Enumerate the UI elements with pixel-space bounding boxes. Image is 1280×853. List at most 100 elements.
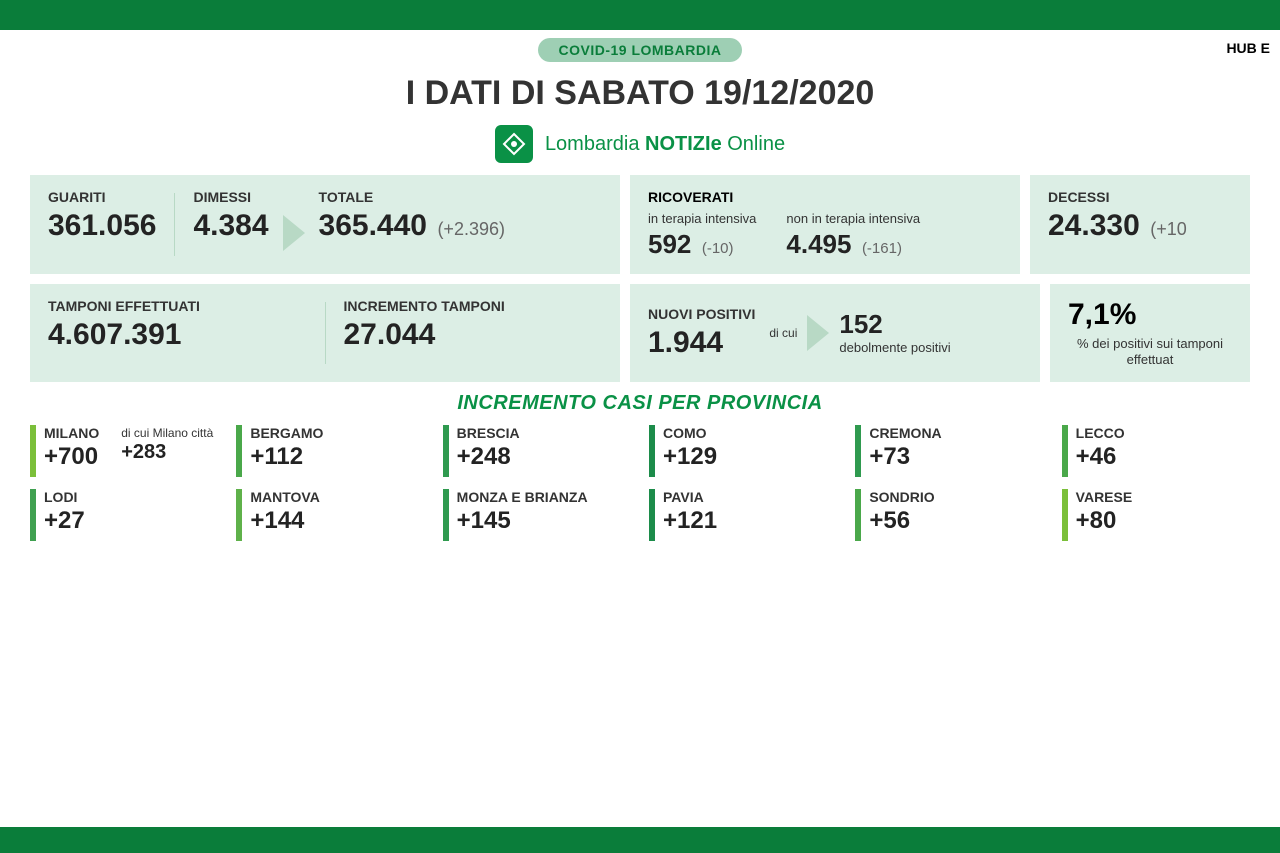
province-name: LECCO [1076, 425, 1125, 441]
dicui-label: di cui [769, 326, 797, 340]
dimessi-value: 4.384 [193, 209, 268, 242]
province-item: COMO +129 [649, 425, 837, 477]
logo-text-1: Lombardia [545, 133, 640, 155]
province-name: VARESE [1076, 489, 1133, 505]
province-name: MONZA E BRIANZA [457, 489, 588, 505]
province-name: CREMONA [869, 425, 941, 441]
arrow-icon [283, 215, 305, 251]
province-value: +129 [663, 443, 717, 471]
province-color-bar [443, 489, 449, 541]
province-item: MILANO +700 di cui Milano città+283 [30, 425, 218, 477]
province-sub-label: di cui Milano città [121, 427, 213, 441]
page-title: I DATI DI SABATO 19/12/2020 [0, 74, 1280, 113]
province-color-bar [1062, 425, 1068, 477]
province-color-bar [236, 489, 242, 541]
debol-value: 152 [839, 309, 950, 340]
province-name: LODI [44, 489, 85, 505]
ti-label: in terapia intensiva [648, 211, 756, 227]
logo-text-2: NOTIZIe [645, 133, 722, 155]
noti-delta: (-161) [862, 240, 902, 257]
decessi-label: DECESSI [1048, 189, 1187, 205]
province-color-bar [30, 425, 36, 477]
province-value: +144 [250, 507, 319, 535]
logo-row: Lombardia NOTIZIe Online [0, 125, 1280, 163]
guariti-value: 361.056 [48, 209, 156, 242]
province-name: BRESCIA [457, 425, 520, 441]
percent-value: 7,1% [1068, 298, 1136, 332]
province-color-bar [30, 489, 36, 541]
card-ricoverati: RICOVERATI in terapia intensiva 592 (-10… [630, 175, 1020, 274]
province-item: MANTOVA +144 [236, 489, 424, 541]
debol-label: debolmente positivi [839, 340, 950, 356]
card-recovered: GUARITI 361.056 DIMESSI 4.384 TOTALE 365… [30, 175, 620, 274]
bottom-bar [0, 827, 1280, 853]
region-badge: COVID-19 LOMBARDIA [538, 38, 741, 62]
province-color-bar [649, 489, 655, 541]
province-title: INCREMENTO CASI PER PROVINCIA [30, 392, 1250, 415]
province-value: +80 [1076, 507, 1133, 535]
province-name: COMO [663, 425, 717, 441]
percent-label: % dei positivi sui tamponi effettuat [1068, 336, 1232, 369]
province-item: MONZA E BRIANZA +145 [443, 489, 631, 541]
tamponi-label: TAMPONI EFFETTUATI [48, 298, 307, 314]
tamponi-value: 4.607.391 [48, 318, 307, 351]
header-section: HUB E COVID-19 LOMBARDIA I DATI DI SABAT… [0, 30, 1280, 175]
province-item: LODI +27 [30, 489, 218, 541]
province-value: +112 [250, 443, 323, 471]
province-value: +121 [663, 507, 717, 535]
province-name: SONDRIO [869, 489, 934, 505]
incremento-label: INCREMENTO TAMPONI [344, 298, 603, 314]
province-color-bar [855, 489, 861, 541]
province-name: MANTOVA [250, 489, 319, 505]
province-value: +46 [1076, 443, 1125, 471]
province-value: +700 [44, 443, 99, 471]
province-item: VARESE +80 [1062, 489, 1250, 541]
arrow-icon-2 [807, 315, 829, 351]
incremento-value: 27.044 [344, 318, 603, 351]
lombardia-logo-icon [495, 125, 533, 163]
logo-text: Lombardia NOTIZIe Online [545, 133, 785, 156]
ricoverati-header: RICOVERATI [648, 189, 1002, 205]
totale-delta: (+2.396) [437, 219, 505, 239]
province-value: +73 [869, 443, 941, 471]
totale-value: 365.440 [319, 209, 427, 242]
province-grid: MILANO +700 di cui Milano città+283 BERGAMO… [30, 425, 1250, 541]
province-color-bar [649, 425, 655, 477]
province-name: BERGAMO [250, 425, 323, 441]
dimessi-label: DIMESSI [193, 189, 268, 205]
province-item: BERGAMO +112 [236, 425, 424, 477]
province-value: +248 [457, 443, 520, 471]
province-color-bar [443, 425, 449, 477]
nuovi-value: 1.944 [648, 326, 755, 359]
ti-value: 592 [648, 229, 691, 259]
totale-label: TOTALE [319, 189, 505, 205]
decessi-value: 24.330 [1048, 209, 1140, 242]
card-decessi: DECESSI 24.330 (+10 [1030, 175, 1250, 274]
decessi-delta: (+10 [1150, 219, 1187, 239]
guariti-label: GUARITI [48, 189, 156, 205]
stats-row-2: TAMPONI EFFETTUATI 4.607.391 INCREMENTO … [30, 284, 1250, 383]
stats-row-1: GUARITI 361.056 DIMESSI 4.384 TOTALE 365… [30, 175, 1250, 274]
province-item: BRESCIA +248 [443, 425, 631, 477]
province-color-bar [1062, 489, 1068, 541]
card-nuovi: NUOVI POSITIVI 1.944 di cui 152 debolmen… [630, 284, 1040, 383]
noti-label: non in terapia intensiva [786, 211, 920, 227]
province-sub-value: +283 [121, 441, 213, 464]
ti-delta: (-10) [702, 240, 734, 257]
stats-grid: GUARITI 361.056 DIMESSI 4.384 TOTALE 365… [0, 175, 1280, 382]
nuovi-label: NUOVI POSITIVI [648, 306, 755, 322]
card-tamponi: TAMPONI EFFETTUATI 4.607.391 INCREMENTO … [30, 284, 620, 383]
province-value: +56 [869, 507, 934, 535]
hub-label: HUB E [1226, 40, 1270, 56]
noti-value: 4.495 [786, 229, 851, 259]
province-item: PAVIA+121 [649, 489, 837, 541]
province-color-bar [236, 425, 242, 477]
top-bar [0, 0, 1280, 30]
logo-text-3: Online [727, 133, 785, 155]
province-section: INCREMENTO CASI PER PROVINCIA MILANO +700… [0, 382, 1280, 541]
province-name: MILANO [44, 425, 99, 441]
province-item: SONDRIO +56 [855, 489, 1043, 541]
province-value: +27 [44, 507, 85, 535]
card-percent: 7,1% % dei positivi sui tamponi effettua… [1050, 284, 1250, 383]
province-value: +145 [457, 507, 588, 535]
